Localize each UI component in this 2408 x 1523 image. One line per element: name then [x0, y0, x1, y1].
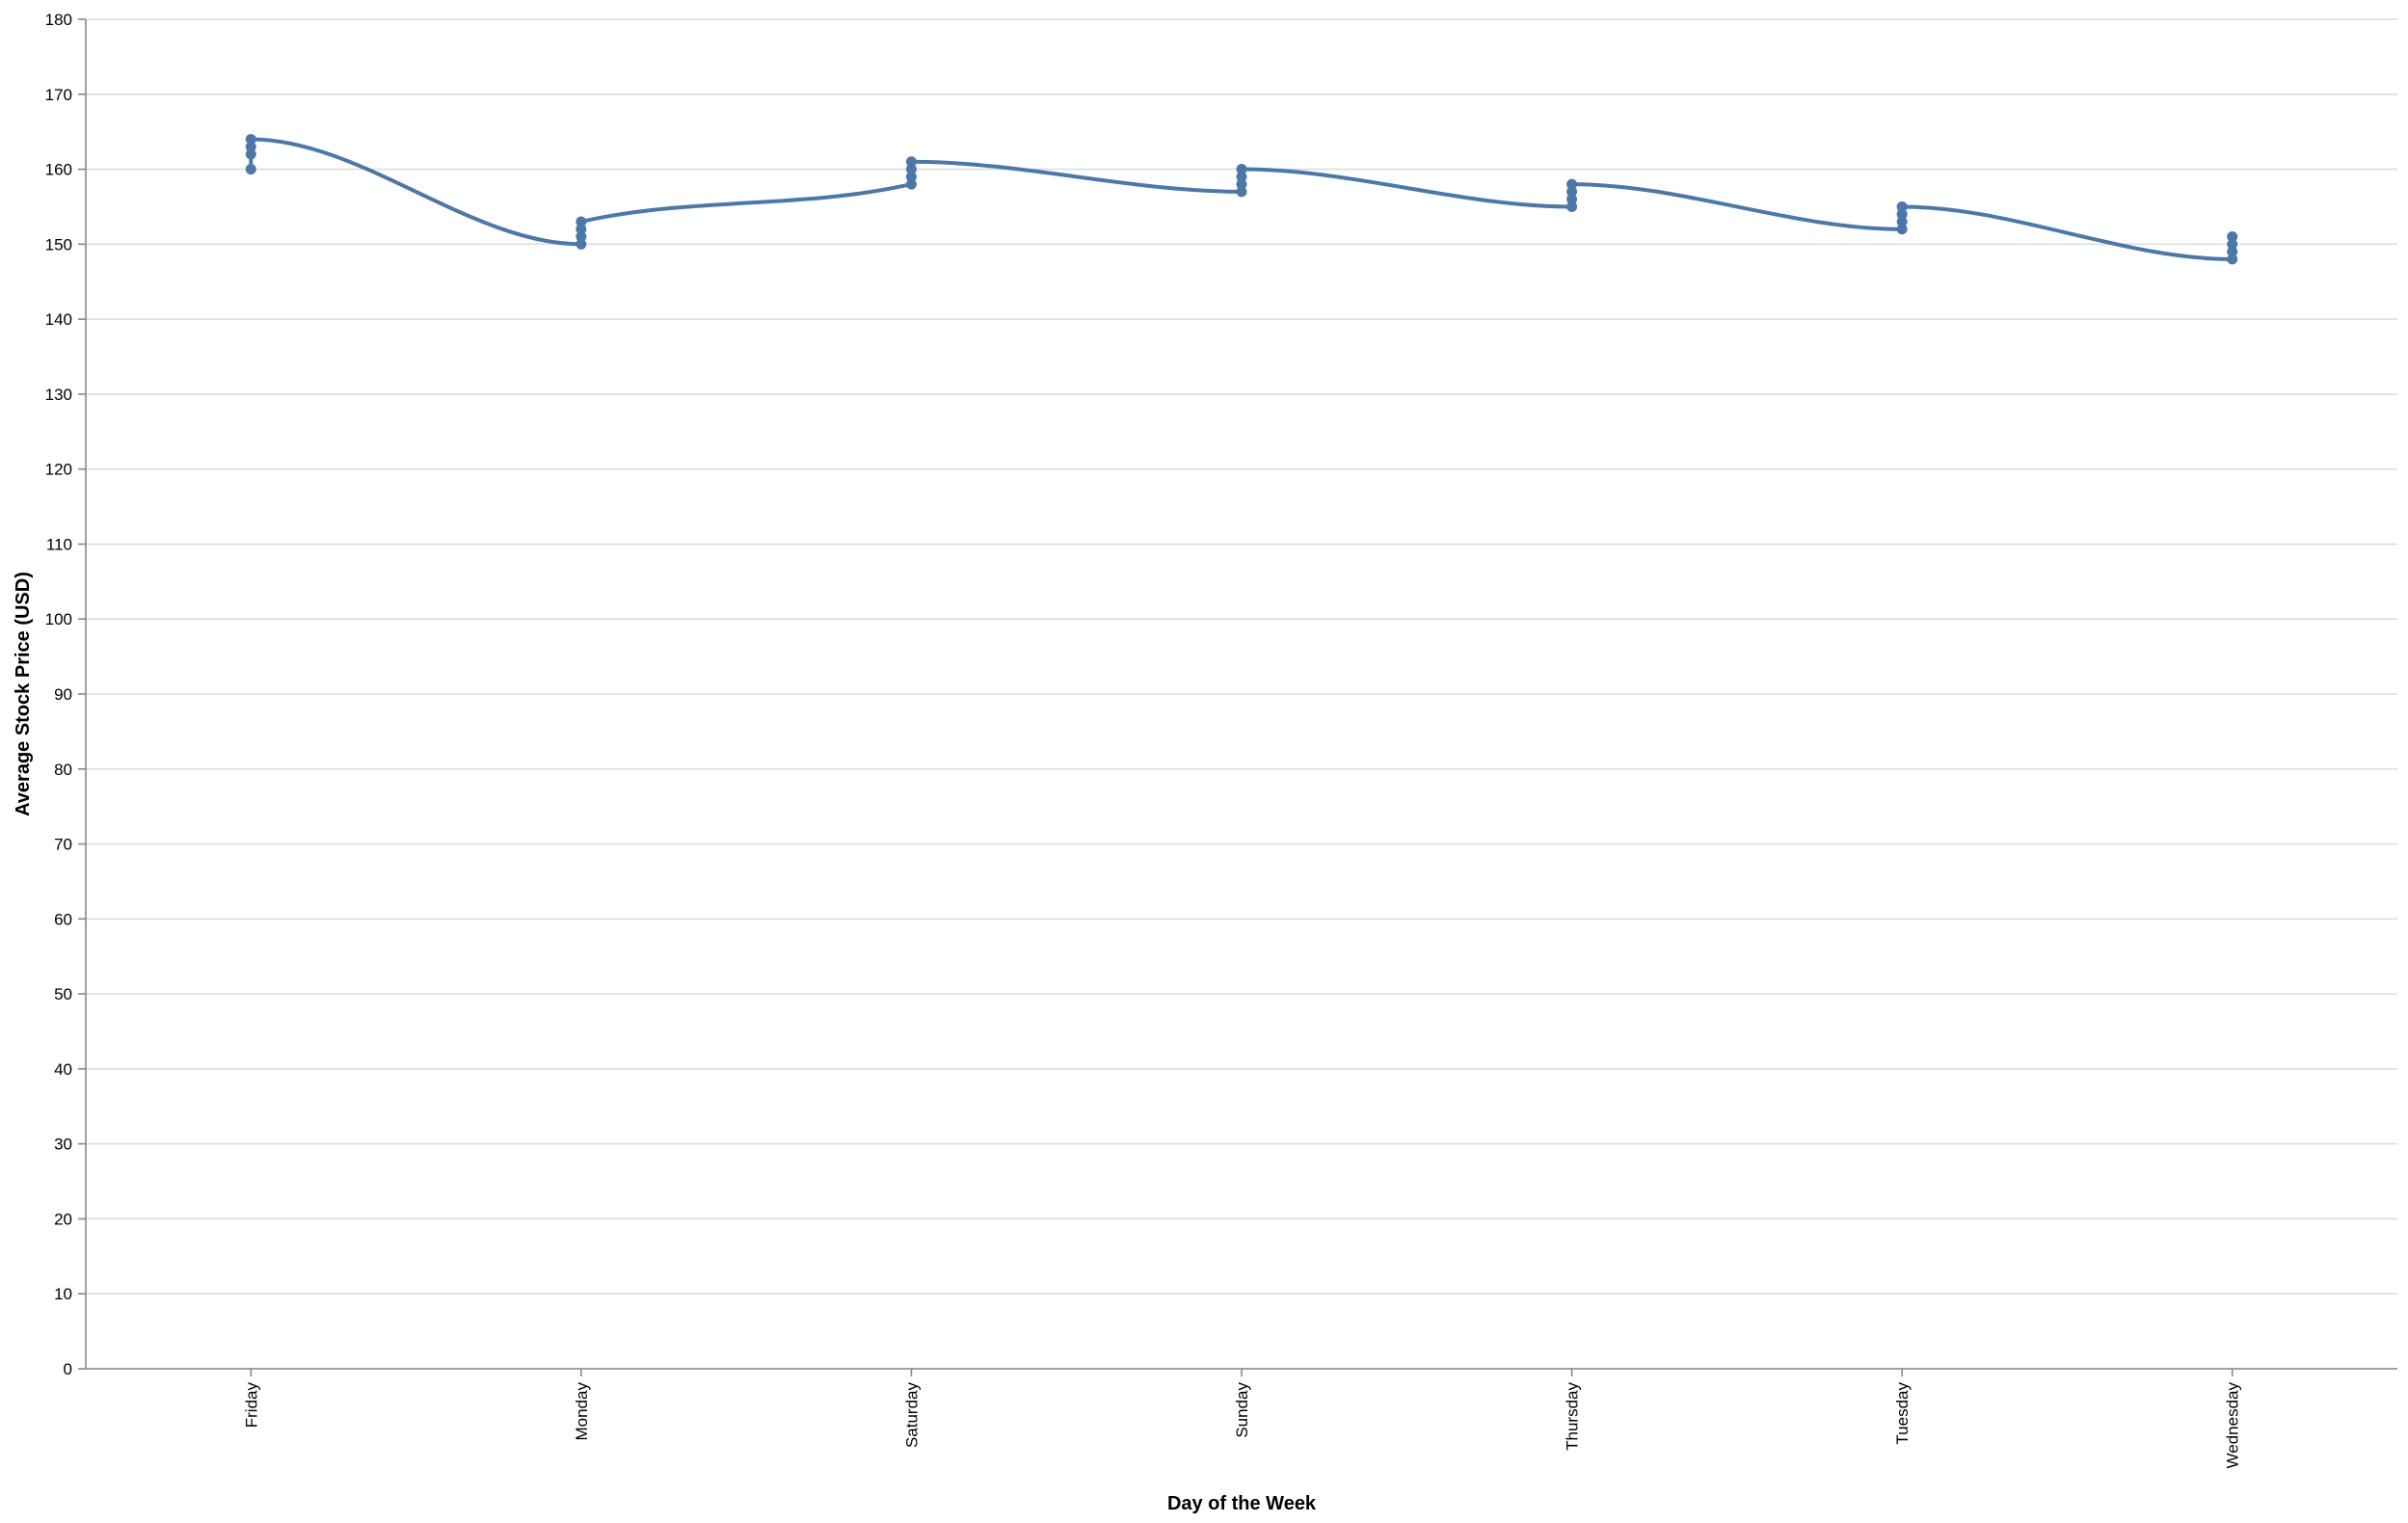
data-point[interactable] [2227, 238, 2238, 250]
x-axis-ticks: Friday Monday Saturday Sunday Thursday Tuesda… [242, 1369, 2242, 1469]
y-tick-label: 90 [54, 685, 72, 704]
data-point[interactable] [1896, 216, 1908, 227]
series-points [245, 133, 2238, 265]
data-point[interactable] [1236, 164, 1247, 175]
x-tick-label: Monday [573, 1382, 591, 1441]
y-tick-label: 150 [45, 235, 72, 254]
data-point[interactable] [905, 156, 917, 168]
y-tick-label: 140 [45, 310, 72, 329]
y-tick-label: 0 [64, 1360, 72, 1378]
data-point[interactable] [245, 141, 256, 152]
data-point[interactable] [2227, 231, 2238, 243]
y-tick-label: 120 [45, 461, 72, 479]
y-tick-label: 170 [45, 86, 72, 104]
y-tick-label: 160 [45, 161, 72, 179]
x-tick-label: Sunday [1233, 1382, 1251, 1438]
y-tick-label: 180 [45, 11, 72, 29]
y-tick-label: 40 [54, 1060, 72, 1079]
data-point[interactable] [1896, 200, 1908, 212]
data-point[interactable] [2227, 246, 2238, 257]
data-point[interactable] [575, 238, 587, 250]
data-point[interactable] [575, 224, 587, 235]
y-tick-label: 110 [46, 535, 72, 553]
y-tick-label: 20 [54, 1210, 72, 1228]
data-point[interactable] [1566, 178, 1578, 190]
gridlines [86, 18, 2397, 1370]
y-tick-label: 50 [54, 985, 72, 1003]
x-axis-title: Day of the Week [1167, 1493, 1317, 1514]
y-axis-title: Average Stock Price (USD) [13, 572, 34, 816]
y-tick-label: 130 [45, 386, 72, 404]
y-axis-ticks: 0 10 20 30 40 50 60 70 80 90 100 110 120 130 140 150 160… [45, 11, 86, 1378]
x-tick-label: Tuesday [1893, 1382, 1912, 1445]
data-point[interactable] [905, 178, 917, 190]
data-point[interactable] [1896, 208, 1908, 220]
data-point[interactable] [905, 164, 917, 175]
y-tick-label: 80 [54, 761, 72, 779]
data-point[interactable] [575, 216, 587, 227]
y-tick-label: 60 [54, 910, 72, 928]
y-tick-label: 10 [54, 1285, 72, 1303]
x-tick-label: Friday [242, 1382, 260, 1429]
data-point[interactable] [1896, 224, 1908, 235]
data-point[interactable] [1566, 194, 1578, 205]
series-line [249, 137, 2234, 261]
data-point[interactable] [1236, 171, 1247, 182]
data-point[interactable] [1566, 186, 1578, 198]
y-tick-label: 100 [45, 610, 72, 628]
data-point[interactable] [1236, 186, 1247, 198]
data-point[interactable] [245, 164, 256, 175]
data-point[interactable] [245, 148, 256, 160]
data-point[interactable] [905, 171, 917, 182]
y-tick-label: 30 [54, 1136, 72, 1154]
x-tick-label: Wednesday [2224, 1382, 2242, 1469]
series-lines [249, 137, 2234, 261]
x-tick-label: Saturday [902, 1382, 921, 1449]
y-tick-label: 70 [54, 836, 72, 854]
data-point[interactable] [2227, 254, 2238, 265]
data-point[interactable] [245, 133, 256, 145]
data-point[interactable] [575, 231, 587, 243]
x-tick-label: Thursday [1564, 1382, 1582, 1451]
data-point[interactable] [1566, 200, 1578, 212]
data-point[interactable] [1236, 178, 1247, 190]
